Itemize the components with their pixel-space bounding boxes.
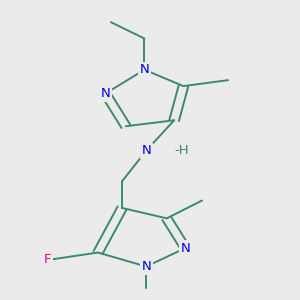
Text: N: N xyxy=(141,144,151,157)
Text: N: N xyxy=(180,242,190,255)
Text: N: N xyxy=(141,260,151,273)
Text: N: N xyxy=(100,87,110,100)
Text: N: N xyxy=(140,63,149,76)
Text: F: F xyxy=(44,254,52,266)
Text: -H: -H xyxy=(174,144,189,157)
